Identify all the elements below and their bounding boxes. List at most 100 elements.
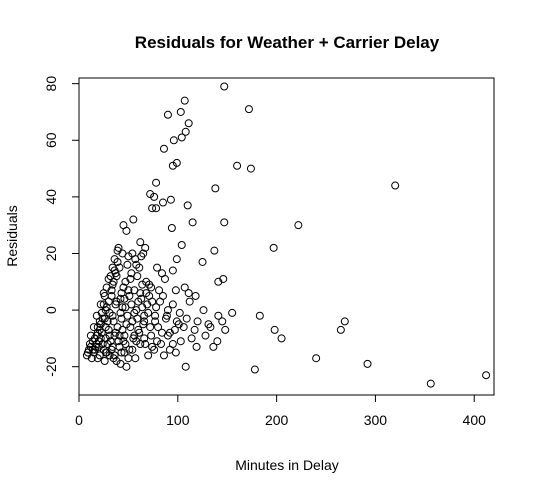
data-point <box>126 323 135 332</box>
data-point <box>176 337 185 346</box>
data-point <box>159 351 168 360</box>
y-tick-label: 80 <box>43 76 59 92</box>
data-point <box>144 308 153 317</box>
data-point <box>140 334 149 343</box>
data-point <box>175 308 184 317</box>
data-point <box>114 337 123 346</box>
data-point <box>148 204 157 213</box>
data-point <box>116 308 125 317</box>
data-point <box>129 215 138 224</box>
x-tick-label: 200 <box>265 412 289 428</box>
data-point <box>120 331 129 340</box>
data-point <box>111 328 120 337</box>
data-point <box>211 184 220 193</box>
data-point <box>131 354 140 363</box>
data-point <box>120 348 129 357</box>
data-point <box>155 286 164 295</box>
data-point <box>123 311 132 320</box>
data-point <box>168 266 177 275</box>
data-point <box>148 297 157 306</box>
data-point <box>136 289 145 298</box>
data-point <box>167 224 176 233</box>
data-point <box>113 246 122 255</box>
data-point <box>135 328 144 337</box>
data-point <box>102 283 111 292</box>
data-point <box>169 136 178 145</box>
data-point <box>137 252 146 261</box>
data-point <box>199 306 208 315</box>
data-point <box>115 331 124 340</box>
data-point <box>118 303 127 312</box>
data-point <box>163 110 172 119</box>
data-point <box>122 362 131 371</box>
data-point <box>269 243 278 252</box>
data-point <box>181 127 190 136</box>
data-point <box>86 342 95 351</box>
data-point <box>145 280 154 289</box>
data-point <box>192 342 201 351</box>
y-tick-label: 20 <box>43 245 59 261</box>
data-point <box>152 178 161 187</box>
data-point <box>121 277 130 286</box>
data-point <box>96 334 105 343</box>
x-axis: 0 100 200 300 400 <box>75 394 486 428</box>
data-point <box>134 297 143 306</box>
data-point <box>101 323 110 332</box>
data-point <box>110 255 119 264</box>
data-point <box>122 320 131 329</box>
data-point <box>153 337 162 346</box>
data-point <box>336 325 345 334</box>
chart-title: Residuals for Weather + Carrier Delay <box>135 33 440 52</box>
data-point <box>146 323 155 332</box>
data-point <box>136 238 145 247</box>
data-point <box>213 337 222 346</box>
data-point <box>171 348 180 357</box>
data-point <box>340 317 349 326</box>
data-point <box>105 351 114 360</box>
data-point <box>109 317 118 326</box>
data-point <box>168 300 177 309</box>
data-point <box>127 300 136 309</box>
data-point <box>188 218 197 227</box>
data-point <box>182 314 191 323</box>
data-point <box>190 325 199 334</box>
data-point <box>294 221 303 230</box>
data-point <box>121 340 130 349</box>
data-point <box>116 294 125 303</box>
data-point <box>168 161 177 170</box>
data-point <box>106 272 115 281</box>
data-point <box>108 342 117 351</box>
data-point <box>180 96 189 105</box>
data-point <box>152 303 161 312</box>
data-point <box>174 320 183 329</box>
data-point <box>162 311 171 320</box>
data-point <box>172 255 181 264</box>
data-point <box>99 300 108 309</box>
data-point <box>97 308 106 317</box>
data-point <box>426 379 435 388</box>
data-point <box>101 348 110 357</box>
data-point <box>391 181 400 190</box>
data-point <box>255 311 264 320</box>
data-point <box>150 192 159 201</box>
data-point <box>127 269 136 278</box>
data-point <box>120 294 129 303</box>
data-point <box>88 337 97 346</box>
y-tick-label: -20 <box>43 356 59 376</box>
data-point <box>151 311 160 320</box>
data-point <box>122 226 131 235</box>
data-point <box>158 198 167 207</box>
data-point <box>228 308 237 317</box>
data-point <box>163 306 172 315</box>
data-point <box>312 354 321 363</box>
data-point <box>157 340 166 349</box>
data-point <box>193 317 202 326</box>
data-point <box>150 345 159 354</box>
data-point <box>87 354 96 363</box>
data-point <box>187 334 196 343</box>
data-point <box>152 204 161 213</box>
data-point <box>98 340 107 349</box>
x-tick-label: 0 <box>75 412 83 428</box>
data-point <box>363 359 372 368</box>
data-point <box>221 325 230 334</box>
